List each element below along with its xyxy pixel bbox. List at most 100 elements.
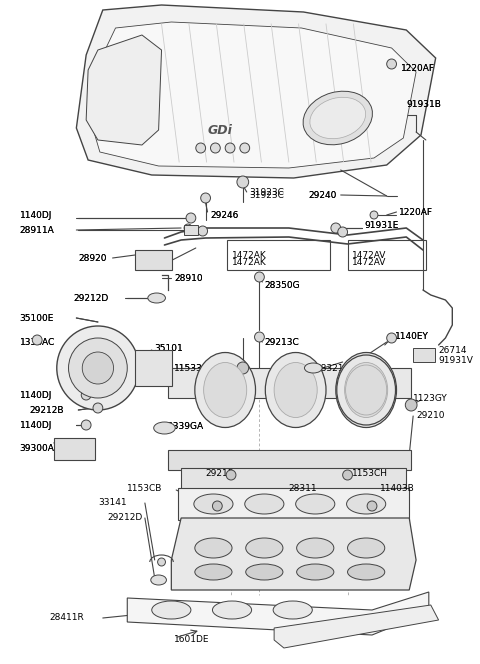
Text: 1220AF: 1220AF — [401, 64, 435, 72]
Text: 1220AF: 1220AF — [399, 208, 433, 216]
Polygon shape — [274, 605, 439, 648]
Text: 26714: 26714 — [439, 345, 467, 355]
Text: 29212B: 29212B — [29, 406, 64, 414]
Ellipse shape — [348, 538, 385, 558]
Text: 1140DJ: 1140DJ — [20, 420, 52, 430]
Text: 29215: 29215 — [205, 469, 234, 477]
Ellipse shape — [337, 355, 396, 425]
Text: 1338AC: 1338AC — [20, 337, 55, 347]
Circle shape — [211, 143, 220, 153]
Circle shape — [69, 338, 127, 398]
Text: 29246: 29246 — [211, 210, 239, 220]
Text: 29213C: 29213C — [264, 337, 299, 347]
Text: 1153CB: 1153CB — [127, 483, 163, 493]
Text: 1220AF: 1220AF — [399, 208, 433, 216]
Polygon shape — [91, 22, 416, 168]
Text: 35100E: 35100E — [20, 313, 54, 323]
Text: 11533: 11533 — [174, 363, 203, 373]
Circle shape — [81, 420, 91, 430]
Text: 1472AK: 1472AK — [232, 250, 267, 260]
Circle shape — [405, 399, 417, 411]
Circle shape — [184, 224, 192, 232]
Ellipse shape — [297, 538, 334, 558]
Circle shape — [57, 326, 139, 410]
Text: 29213C: 29213C — [264, 337, 299, 347]
FancyBboxPatch shape — [413, 348, 435, 362]
Text: 28920: 28920 — [78, 254, 107, 262]
Ellipse shape — [246, 564, 283, 580]
Text: 1472AK: 1472AK — [232, 258, 267, 266]
Circle shape — [237, 176, 249, 188]
Text: 11533: 11533 — [174, 363, 203, 373]
Ellipse shape — [154, 422, 175, 434]
Ellipse shape — [204, 363, 247, 418]
Text: 1140DJ: 1140DJ — [20, 390, 52, 400]
Polygon shape — [86, 35, 162, 145]
Text: 1140DJ: 1140DJ — [20, 210, 52, 220]
Polygon shape — [178, 488, 409, 520]
Ellipse shape — [274, 363, 317, 418]
Circle shape — [157, 558, 166, 566]
Ellipse shape — [347, 494, 386, 514]
Circle shape — [32, 335, 42, 345]
Text: 29240: 29240 — [308, 191, 337, 199]
Text: 1472AV: 1472AV — [352, 250, 387, 260]
Text: 1339GA: 1339GA — [168, 422, 204, 430]
Circle shape — [93, 403, 103, 413]
Circle shape — [387, 333, 396, 343]
Text: 11403B: 11403B — [380, 483, 415, 493]
Circle shape — [237, 362, 249, 374]
Text: 35100E: 35100E — [20, 313, 54, 323]
Text: 1140DJ: 1140DJ — [20, 210, 52, 220]
Text: 91931E: 91931E — [364, 220, 398, 230]
Text: 29212D: 29212D — [73, 293, 108, 303]
Text: 1472AV: 1472AV — [352, 258, 387, 266]
Circle shape — [226, 470, 236, 480]
Text: 29212D: 29212D — [108, 513, 143, 523]
Ellipse shape — [304, 363, 322, 373]
Circle shape — [367, 501, 377, 511]
Circle shape — [186, 213, 196, 223]
Ellipse shape — [297, 564, 334, 580]
Ellipse shape — [348, 564, 385, 580]
Ellipse shape — [296, 494, 335, 514]
Ellipse shape — [213, 601, 252, 619]
Polygon shape — [181, 468, 406, 490]
Text: 28911A: 28911A — [20, 226, 54, 234]
Ellipse shape — [195, 353, 255, 428]
Polygon shape — [168, 368, 411, 398]
Text: 28910: 28910 — [174, 274, 203, 282]
Text: 1220AF: 1220AF — [401, 64, 435, 72]
Text: 1153CH: 1153CH — [352, 469, 388, 477]
Ellipse shape — [148, 293, 166, 303]
Text: 35101: 35101 — [155, 343, 183, 353]
Text: 1140EY: 1140EY — [395, 331, 429, 341]
Polygon shape — [168, 450, 411, 470]
Text: 28311: 28311 — [289, 483, 317, 493]
Text: 28411R: 28411R — [49, 614, 84, 623]
Circle shape — [240, 143, 250, 153]
Circle shape — [225, 143, 235, 153]
Ellipse shape — [152, 601, 191, 619]
Ellipse shape — [245, 494, 284, 514]
Text: GDi: GDi — [208, 124, 233, 137]
Ellipse shape — [195, 538, 232, 558]
Circle shape — [82, 352, 114, 384]
Text: 35101: 35101 — [155, 343, 183, 353]
Circle shape — [331, 223, 341, 233]
Text: 29246: 29246 — [211, 210, 239, 220]
Text: 31923C: 31923C — [250, 191, 285, 199]
Ellipse shape — [194, 494, 233, 514]
Text: 39300A: 39300A — [20, 444, 54, 452]
Ellipse shape — [273, 601, 312, 619]
Text: 91931B: 91931B — [406, 100, 441, 108]
FancyBboxPatch shape — [135, 350, 172, 386]
Circle shape — [198, 226, 207, 236]
Text: 29212B: 29212B — [29, 406, 64, 414]
Text: 1140EY: 1140EY — [395, 331, 429, 341]
Text: 39300A: 39300A — [20, 444, 54, 452]
Text: 28411L: 28411L — [348, 623, 381, 633]
Text: 91931V: 91931V — [439, 355, 473, 365]
Text: 1338AC: 1338AC — [20, 337, 55, 347]
Text: 91931B: 91931B — [406, 100, 441, 108]
